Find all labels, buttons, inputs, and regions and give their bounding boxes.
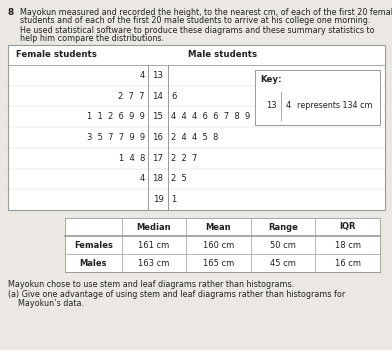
Text: 14: 14	[152, 92, 163, 100]
Text: Females: Females	[74, 240, 113, 250]
Text: Mayokun measured and recorded the height, to the nearest cm, of each of the firs: Mayokun measured and recorded the height…	[20, 8, 392, 17]
Text: help him compare the distributions.: help him compare the distributions.	[20, 34, 164, 43]
Text: Mayokun’s data.: Mayokun’s data.	[8, 299, 84, 308]
Text: 160 cm: 160 cm	[203, 240, 234, 250]
Text: 45 cm: 45 cm	[270, 259, 296, 267]
Text: Mean: Mean	[206, 223, 231, 231]
Text: 2  4  4  5  8: 2 4 4 5 8	[171, 133, 218, 142]
Text: 18 cm: 18 cm	[335, 240, 361, 250]
Text: 2  2  7: 2 2 7	[171, 154, 198, 163]
Text: Range: Range	[268, 223, 298, 231]
Text: 4: 4	[140, 174, 145, 183]
Text: (a) Give one advantage of using stem and leaf diagrams rather than histograms fo: (a) Give one advantage of using stem and…	[8, 290, 345, 299]
Text: 6: 6	[171, 92, 176, 100]
Text: 3  5  7  7  9  9: 3 5 7 7 9 9	[87, 133, 145, 142]
Text: Female students: Female students	[16, 50, 97, 59]
Text: 165 cm: 165 cm	[203, 259, 234, 267]
Text: 163 cm: 163 cm	[138, 259, 170, 267]
Text: Male students: Male students	[188, 50, 257, 59]
Text: 1: 1	[171, 195, 176, 204]
Text: Mayokun chose to use stem and leaf diagrams rather than histograms.: Mayokun chose to use stem and leaf diagr…	[8, 280, 294, 289]
Text: 4: 4	[286, 100, 291, 110]
Text: 161 cm: 161 cm	[138, 240, 170, 250]
Text: 16 cm: 16 cm	[335, 259, 361, 267]
Text: 2  7  7: 2 7 7	[118, 92, 145, 100]
Text: Males: Males	[80, 259, 107, 267]
Text: Key:: Key:	[260, 75, 281, 84]
Bar	[255, 70, 380, 125]
Text: 13: 13	[152, 71, 163, 80]
Text: 19: 19	[152, 195, 163, 204]
Text: 4  4  4  6  6  7  8  9: 4 4 4 6 6 7 8 9	[171, 112, 250, 121]
Text: represents 134 cm: represents 134 cm	[297, 100, 372, 110]
Text: students and of each of the first 20 male students to arrive at his college one : students and of each of the first 20 mal…	[20, 16, 370, 25]
Text: He used statistical software to produce these diagrams and these summary statist: He used statistical software to produce …	[20, 26, 375, 35]
Text: 17: 17	[152, 154, 163, 163]
Text: 13: 13	[266, 100, 276, 110]
Text: 50 cm: 50 cm	[270, 240, 296, 250]
Text: 15: 15	[152, 112, 163, 121]
Text: 1  4  8: 1 4 8	[119, 154, 145, 163]
Text: 4: 4	[140, 71, 145, 80]
Bar	[65, 218, 380, 272]
Text: Median: Median	[137, 223, 171, 231]
Text: 8: 8	[8, 8, 14, 17]
Text: IQR: IQR	[339, 223, 356, 231]
Text: 16: 16	[152, 133, 163, 142]
Bar	[8, 45, 385, 210]
Text: 1  1  2  6  9  9: 1 1 2 6 9 9	[87, 112, 145, 121]
Text: 18: 18	[152, 174, 163, 183]
Text: 2  5: 2 5	[171, 174, 187, 183]
